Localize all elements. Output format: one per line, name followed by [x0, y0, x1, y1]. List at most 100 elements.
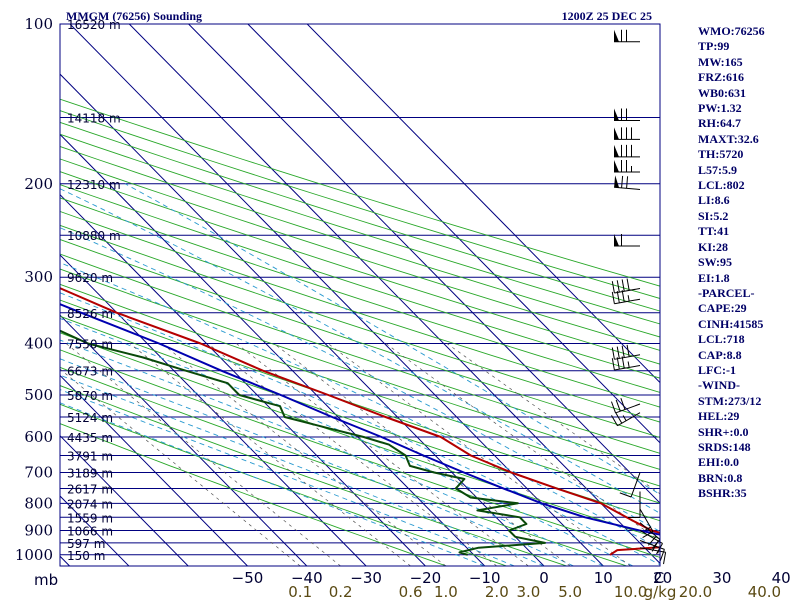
stat-line: MAXT:32.6 — [698, 131, 759, 146]
dry-adiabat — [60, 283, 660, 487]
height-label: 3189 m — [67, 467, 113, 481]
wind-barb-feather — [611, 291, 615, 304]
wind-barb-feather — [615, 412, 623, 424]
wind-barb-pennant — [614, 175, 620, 188]
height-label: 5124 m — [67, 411, 113, 425]
stat-line: EI:1.8 — [698, 270, 730, 285]
stat-line: SI:5.2 — [698, 208, 729, 223]
wind-barb-staff — [614, 287, 641, 294]
mixing-ratio-tick-label: 10.0 — [614, 583, 647, 600]
wind-barb-feather — [659, 549, 665, 561]
moist-adiabat — [60, 188, 660, 514]
moist-adiabat — [60, 292, 660, 566]
stat-line: TT:41 — [698, 224, 730, 239]
dry-adiabat — [60, 171, 660, 365]
dry-adiabat — [60, 110, 660, 299]
dry-adiabat — [60, 145, 660, 338]
isotherm-line — [60, 254, 367, 566]
stat-line: TH:5720 — [698, 147, 744, 162]
isotherm-line — [60, 435, 189, 566]
dry-adiabat — [60, 210, 660, 408]
wind-barb-feather — [626, 278, 630, 291]
stat-line: LI:8.6 — [698, 193, 730, 208]
isotherm-line — [0, 24, 10, 566]
wind-barb-feather — [621, 290, 625, 303]
mixing-ratio-tick-label: g/kg — [644, 583, 677, 600]
wind-barb-staff — [615, 403, 641, 414]
dry-adiabat — [60, 224, 660, 423]
wind-barb-pennant — [614, 144, 619, 157]
wind-barb — [614, 144, 640, 158]
wind-barb-staff — [639, 508, 654, 532]
pressure-tick-label: 300 — [24, 268, 53, 286]
wind-barb — [614, 234, 640, 247]
height-label: 7550 m — [67, 338, 113, 352]
wind-barb — [639, 547, 667, 565]
plot-frame — [59, 23, 661, 567]
dry-adiabat — [60, 349, 660, 558]
dry-adiabat — [60, 121, 660, 312]
isotherm-line — [306, 24, 660, 384]
height-label: 150 m — [67, 549, 105, 563]
temperature-tick-label: −50 — [232, 569, 264, 587]
wind-barb — [614, 127, 640, 140]
stat-line: SRDS:148 — [698, 439, 751, 454]
stat-line: L57:5.9 — [698, 162, 737, 177]
height-label: 4435 m — [67, 431, 113, 445]
temperature-tick-label: 30 — [712, 569, 731, 587]
stat-line: BRN:0.8 — [698, 470, 743, 485]
wind-barb-staff — [614, 365, 641, 371]
wind-barb-pennant — [614, 159, 619, 172]
mixing-ratio-tick-label: 5.0 — [558, 583, 582, 600]
wind-barb-feather — [611, 358, 615, 371]
moist-adiabat — [60, 374, 545, 566]
moist-adiabat — [60, 262, 660, 550]
wind-barb-feather — [663, 552, 667, 565]
sounding-time: 1200Z 25 DEC 25 — [562, 9, 652, 23]
stat-line: -PARCEL- — [698, 285, 755, 300]
isotherm-line — [60, 73, 545, 566]
stat-line: -WIND- — [698, 378, 740, 393]
stat-line: FRZ:616 — [698, 70, 744, 85]
height-label: 10880 m — [67, 229, 121, 243]
wind-barb-feather — [616, 346, 620, 359]
dry-adiabat — [60, 253, 660, 454]
mixing-ratio-line — [129, 343, 411, 566]
temperature-tick-label: 10 — [594, 569, 613, 587]
mixing-ratio-tick-label: 40.0 — [748, 583, 781, 600]
stat-line: CINH:41585 — [698, 316, 764, 331]
wind-barb — [611, 412, 641, 427]
mixing-ratio-tick-label: 0.6 — [399, 583, 423, 600]
mixing-ratio-tick-label: 20.0 — [679, 583, 712, 600]
wind-barb-staff — [614, 354, 641, 360]
wind-barb-feather — [626, 176, 629, 189]
height-label: 12310 m — [67, 178, 121, 192]
wind-barb — [614, 29, 640, 43]
mixing-ratio-tick-label: 0.1 — [288, 583, 312, 600]
dry-adiabat — [60, 268, 660, 470]
wind-barb-feather — [611, 347, 615, 360]
stat-line: WB0:631 — [698, 85, 746, 100]
wind-barb-feather — [611, 415, 618, 426]
wind-barb — [611, 278, 641, 294]
wind-barb-feather — [615, 399, 621, 412]
moist-adiabat — [124, 183, 660, 495]
dry-adiabat — [60, 197, 660, 393]
height-label: 597 m — [67, 537, 105, 551]
isotherm-line — [188, 24, 660, 504]
stat-line: EHI:0.0 — [698, 455, 740, 470]
wind-barb-pennant — [614, 127, 619, 140]
stat-line: PW:1.32 — [698, 101, 742, 116]
stat-line: HEL:29 — [698, 409, 740, 424]
parcel-trace — [60, 303, 660, 536]
pressure-unit-label: mb — [34, 571, 58, 589]
background-lines — [0, 24, 660, 566]
temperature-tick-label: 20 — [653, 569, 672, 587]
temperature-tick-label: −20 — [410, 569, 442, 587]
temperature-tick-label: −30 — [350, 569, 382, 587]
wind-barb-pennant — [614, 234, 619, 247]
dry-adiabat — [60, 315, 660, 522]
wind-barb-feather — [621, 175, 624, 188]
